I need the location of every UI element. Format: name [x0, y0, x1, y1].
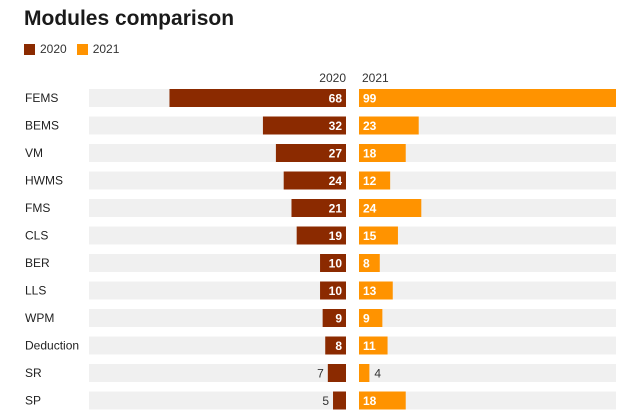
bar-2021-fms [359, 199, 422, 217]
track-2020-cls [89, 226, 346, 245]
bar-2021-cls [359, 226, 398, 245]
category-label-sp: SP [25, 394, 41, 408]
data-label-2021-cls: 15 [363, 229, 377, 243]
track-2021-fms [359, 199, 616, 217]
category-label-bems: BEMS [25, 119, 59, 133]
legend-label-2020: 2020 [40, 42, 67, 56]
track-2021-hwms [359, 171, 616, 190]
bar-2021-deduction [359, 336, 388, 355]
bar-2021-sp [359, 391, 406, 410]
column-header-2020: 2020 [319, 71, 346, 85]
data-label-2021-fems: 99 [363, 92, 377, 106]
bar-2020-hwms [283, 171, 346, 190]
data-label-2021-sr: 4 [374, 367, 381, 381]
legend-label-2021: 2021 [92, 42, 120, 56]
bar-2021-fems [359, 89, 616, 107]
bar-2020-sp [333, 391, 346, 410]
bar-2021-vm [359, 144, 406, 162]
category-label-fems: FEMS [25, 91, 58, 105]
data-label-2021-sp: 18 [363, 394, 377, 408]
bar-2020-ber [320, 254, 346, 272]
data-label-2020-fms: 21 [329, 202, 343, 216]
data-label-2020-sr: 7 [317, 367, 324, 381]
bar-2020-fms [291, 199, 346, 217]
category-label-wpm: WPM [25, 311, 54, 325]
data-label-2020-fems: 68 [329, 92, 343, 106]
category-label-deduction: Deduction [25, 339, 79, 353]
data-label-2021-vm: 18 [363, 147, 377, 161]
bar-2020-vm [275, 144, 346, 162]
data-label-2021-bems: 23 [363, 119, 377, 133]
track-2020-wpm [89, 309, 346, 327]
track-2021-vm [359, 144, 616, 162]
category-label-cls: CLS [25, 229, 48, 243]
data-label-2021-fms: 24 [363, 202, 377, 216]
category-label-fms: FMS [25, 201, 50, 215]
legend-item-2021: 2021 [76, 42, 120, 56]
track-2020-lls [89, 281, 346, 300]
track-2021-cls [359, 226, 616, 245]
bar-2020-bems [262, 116, 346, 135]
data-label-2021-ber: 8 [363, 257, 370, 271]
bar-2021-sr [359, 364, 370, 382]
bar-2020-sr [327, 364, 346, 382]
track-2020-hwms [89, 171, 346, 190]
data-label-2021-lls: 13 [363, 284, 377, 298]
chart-title: Modules comparison [24, 7, 235, 30]
track-2021-sr [359, 364, 616, 382]
bar-2020-lls [320, 281, 346, 300]
track-2021-lls [359, 281, 616, 300]
data-label-2020-lls: 10 [329, 284, 343, 298]
legend: 2020 2021 [24, 42, 129, 56]
data-label-2020-sp: 5 [322, 394, 329, 408]
bar-2021-wpm [359, 309, 383, 327]
data-label-2020-wpm: 9 [335, 312, 342, 326]
data-label-2020-hwms: 24 [329, 174, 343, 188]
track-2020-ber [89, 254, 346, 272]
track-2020-fms [89, 199, 346, 217]
data-label-2020-ber: 10 [329, 257, 343, 271]
track-2021-bems [359, 116, 616, 135]
category-label-hwms: HWMS [25, 174, 63, 188]
bar-2020-fems [169, 89, 346, 107]
track-2020-sp [89, 391, 346, 410]
track-2020-deduction [89, 336, 346, 355]
data-label-2020-cls: 19 [329, 229, 343, 243]
data-label-2021-wpm: 9 [363, 312, 370, 326]
track-2021-wpm [359, 309, 616, 327]
bar-2020-wpm [322, 309, 346, 327]
column-header-2021: 2021 [362, 71, 389, 85]
bar-2021-lls [359, 281, 393, 300]
category-label-sr: SR [25, 366, 42, 380]
data-label-2020-vm: 27 [329, 147, 343, 161]
data-label-2020-bems: 32 [329, 119, 343, 133]
track-2020-sr [89, 364, 346, 382]
legend-swatch-2021 [76, 43, 88, 55]
bar-2020-cls [296, 226, 346, 245]
data-label-2021-deduction: 11 [363, 339, 376, 353]
legend-item-2020: 2020 [24, 42, 67, 56]
track-2021-sp [359, 391, 616, 410]
data-label-2021-hwms: 12 [363, 174, 377, 188]
bar-2021-bems [359, 116, 419, 135]
legend-swatch-2020 [24, 43, 35, 55]
bar-2020-deduction [325, 336, 346, 355]
category-label-vm: VM [25, 146, 43, 160]
bar-2021-ber [359, 254, 380, 272]
data-label-2020-deduction: 8 [335, 339, 342, 353]
category-label-lls: LLS [25, 284, 46, 298]
track-2021-deduction [359, 336, 616, 355]
category-label-ber: BER [25, 256, 50, 270]
track-2021-ber [359, 254, 616, 272]
bar-2021-hwms [359, 171, 391, 190]
